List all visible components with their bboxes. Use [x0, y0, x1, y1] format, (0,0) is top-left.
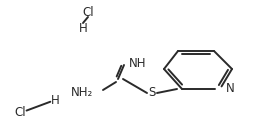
Text: NH: NH — [129, 56, 147, 70]
Text: Cl: Cl — [82, 6, 94, 18]
Text: N: N — [226, 83, 235, 95]
Text: H: H — [51, 94, 59, 106]
Text: NH₂: NH₂ — [71, 86, 93, 100]
Text: S: S — [148, 86, 156, 100]
Text: Cl: Cl — [14, 106, 26, 120]
Text: H: H — [79, 22, 87, 34]
